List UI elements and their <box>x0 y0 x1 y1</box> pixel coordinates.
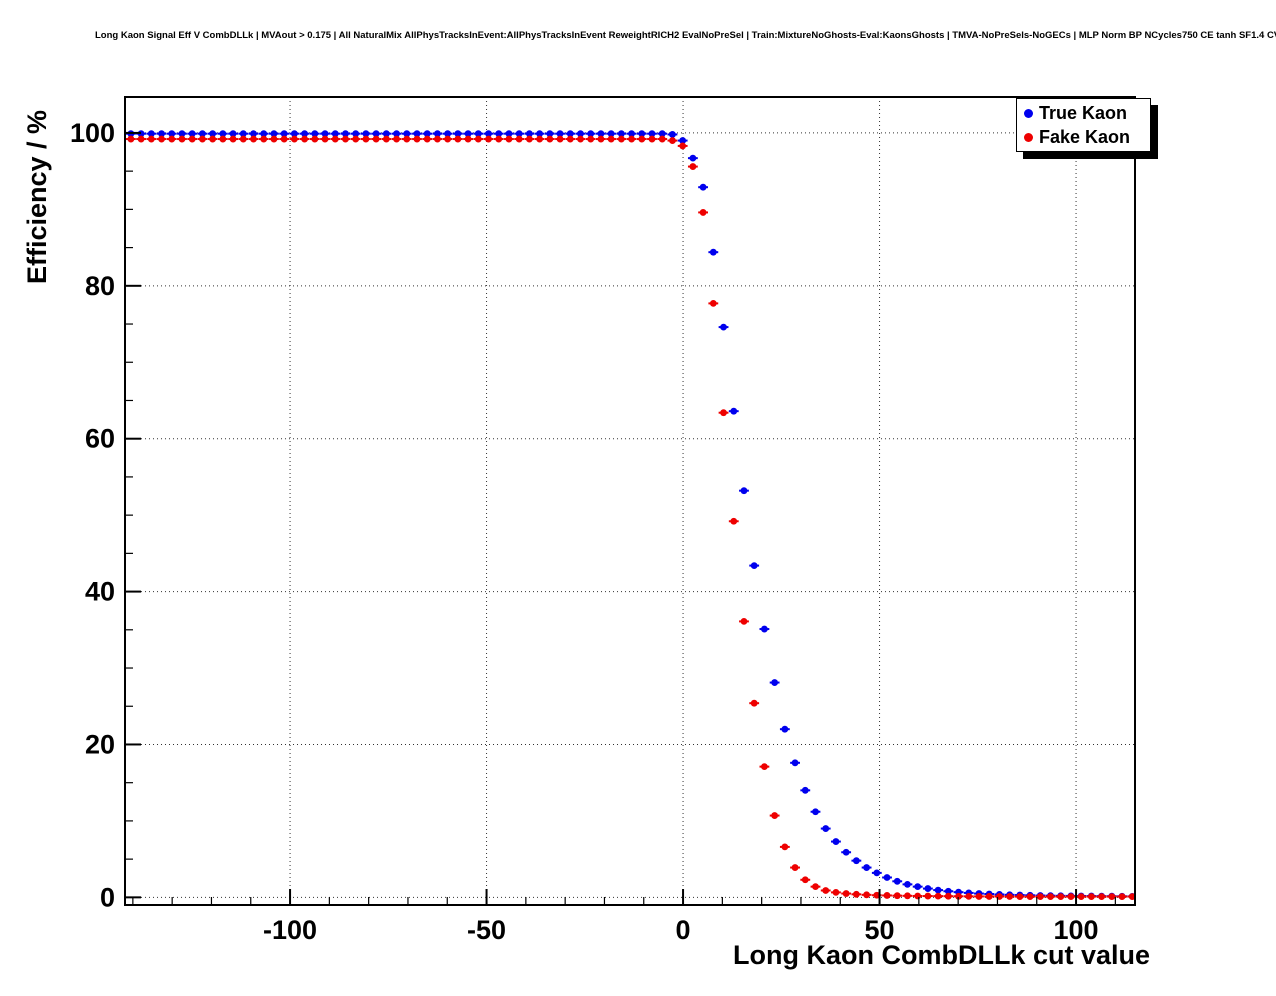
legend-entry-fake-kaon: Fake Kaon <box>1017 125 1150 149</box>
series-fake-kaon <box>125 135 1135 900</box>
svg-text:100: 100 <box>1054 915 1099 945</box>
true-kaon-marker-icon <box>1024 108 1033 118</box>
legend-entry-true-kaon: True Kaon <box>1017 101 1150 125</box>
x-axis-title: Long Kaon CombDLLk cut value <box>732 940 1150 970</box>
x-tick-labels: -100 -50 0 50 100 <box>263 915 1099 945</box>
y-axis-title: Efficiency / % <box>22 109 52 284</box>
legend-label-true-kaon: True Kaon <box>1039 103 1128 123</box>
fake-kaon-marker-icon <box>1024 132 1033 142</box>
svg-text:50: 50 <box>865 915 895 945</box>
svg-text:80: 80 <box>85 271 115 301</box>
y-tick-labels: 0 20 40 60 80 100 <box>70 118 115 912</box>
plot-frame <box>124 96 1136 906</box>
svg-text:20: 20 <box>85 729 115 759</box>
legend-label-fake-kaon: Fake Kaon <box>1039 127 1131 147</box>
svg-text:100: 100 <box>70 118 115 148</box>
svg-text:40: 40 <box>85 577 115 607</box>
svg-text:-100: -100 <box>263 915 317 945</box>
svg-text:-50: -50 <box>467 915 506 945</box>
legend: True Kaon Fake Kaon <box>1016 98 1151 152</box>
axis-ticks <box>125 131 1116 905</box>
svg-text:60: 60 <box>85 424 115 454</box>
plot-background <box>125 97 1135 905</box>
svg-text:0: 0 <box>100 882 115 912</box>
plot-title: Long Kaon Signal Eff V CombDLLk | MVAout… <box>95 30 1276 41</box>
svg-text:0: 0 <box>676 915 691 945</box>
